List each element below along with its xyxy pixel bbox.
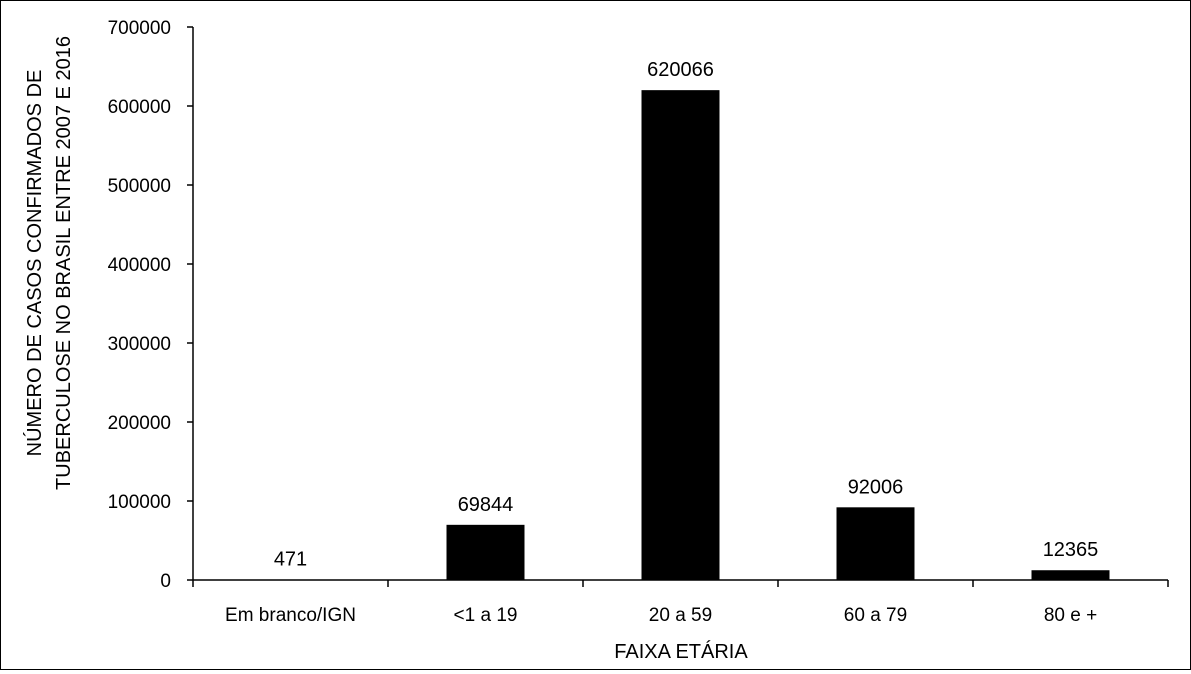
y-tick-label: 300000 <box>108 334 171 355</box>
data-label: 69844 <box>458 494 514 516</box>
y-tick-label: 0 <box>160 571 171 592</box>
y-tick-label: 600000 <box>108 97 171 118</box>
x-tick-label: 60 a 79 <box>844 605 907 626</box>
bar <box>446 524 525 580</box>
x-tick-label: 80 e + <box>1044 605 1097 626</box>
data-label: 620066 <box>647 59 714 81</box>
x-tick-label: Em branco/IGN <box>225 605 356 626</box>
data-label: 12365 <box>1043 539 1099 561</box>
bar <box>836 507 915 580</box>
data-label: 92006 <box>848 476 904 498</box>
x-tick-label: <1 a 19 <box>454 605 518 626</box>
y-tick-label: 400000 <box>108 255 171 276</box>
y-axis-title-line-1: NÚMERO DE CASOS CONFIRMADOS DE <box>23 70 46 457</box>
bar <box>251 579 330 581</box>
bar <box>641 90 720 580</box>
x-tick-label: 20 a 59 <box>649 605 712 626</box>
y-tick-label: 100000 <box>108 492 171 513</box>
x-axis-title: FAIXA ETÁRIA <box>614 640 748 663</box>
data-label: 471 <box>274 549 307 571</box>
y-axis-title: NÚMERO DE CASOS CONFIRMADOS DE TUBERCULO… <box>23 36 75 490</box>
y-tick-label: 200000 <box>108 413 171 434</box>
y-axis-title-line-2: TUBERCULOSE NO BRASIL ENTRE 2007 E 2016 <box>53 36 75 490</box>
bar <box>1031 570 1110 580</box>
plot-area: 0 100000 200000 300000 400000 500000 600000 700… <box>108 18 1169 626</box>
y-tick-label: 700000 <box>108 18 171 39</box>
y-tick-label: 500000 <box>108 176 171 197</box>
